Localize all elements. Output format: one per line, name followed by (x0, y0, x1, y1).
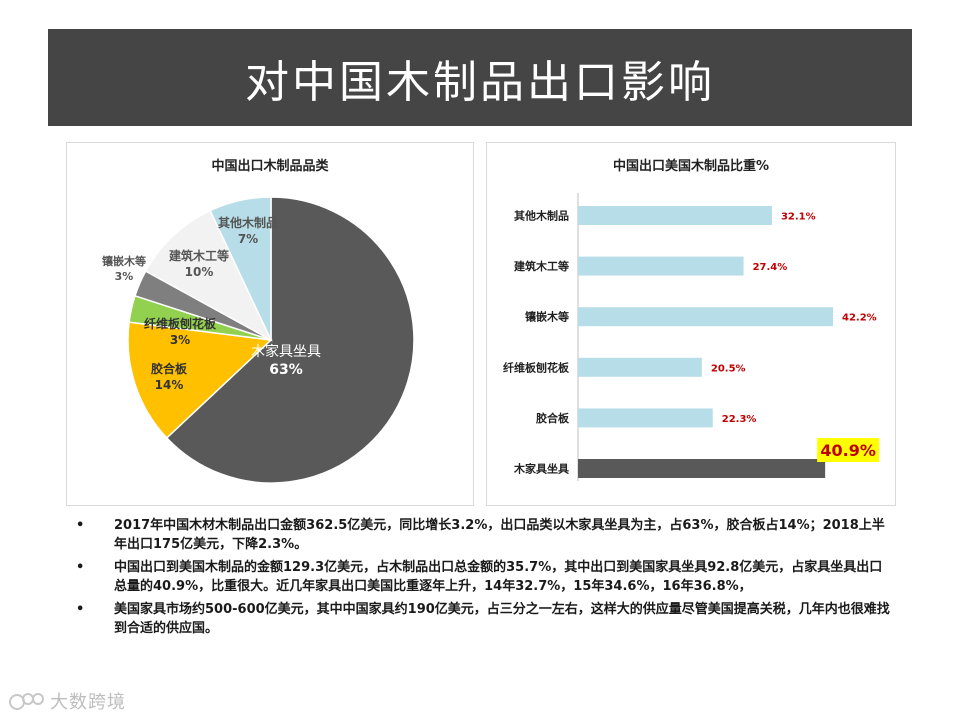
pie-category-label: 纤维板刨花板 (144, 316, 217, 331)
page-title: 对中国木制品出口影响 (245, 56, 715, 108)
bar-value-label: 27.4% (753, 262, 788, 273)
bar-category-label: 其他木制品 (514, 209, 569, 223)
bar (578, 256, 744, 276)
pie-chart: 木家具坐具 63% 胶合板 14% 纤维板刨花板 3% 镶嵌木等 3% 建筑木工等 10% 其他木制… (102, 196, 415, 484)
bar (578, 408, 713, 428)
bar (578, 357, 702, 377)
bar-chart-title: 中国出口美国木制品比重% (612, 159, 770, 174)
pie-category-label: 镶嵌木等 (102, 254, 146, 268)
bar-category-label: 胶合板 (536, 411, 570, 425)
bar-chart-panel: 中国出口美国木制品比重% 其他木制品 32.1% 建筑木工等 27.4% 镶嵌木等 42.… (486, 142, 896, 506)
pie-value-label: 10% (185, 265, 214, 279)
pie-slice (209, 196, 272, 341)
watermark-logo-icon (8, 690, 46, 712)
bar-category-label: 镶嵌木等 (525, 310, 569, 324)
bar-value-label: 22.3% (722, 414, 757, 425)
pie-value-label: 3% (170, 333, 190, 347)
pie-value-label: 3% (115, 270, 134, 283)
pie-slice (127, 321, 273, 439)
bullet-text: 美国家具市场约500-600亿美元，其中中国家具约190亿美元，占三分之一左右，… (114, 602, 890, 636)
bullet-item: • 2017年中国木材木制品出口金额362.5亿美元，同比增长3.2%，出口品类… (72, 516, 892, 554)
pie-value-label: 63% (269, 362, 303, 378)
pie-value-label: 14% (155, 378, 184, 392)
bar-value-label: 20.5% (711, 363, 746, 374)
bar-value-label: 40.9% (820, 441, 876, 460)
pie-slice (144, 209, 273, 342)
bullet-text: 中国出口到美国木制品的金额129.3亿美元，占木制品出口总金额的35.7%，其中… (114, 560, 883, 594)
pie-category-label: 木家具坐具 (251, 343, 321, 360)
pie-category-label: 其他木制品 (218, 215, 278, 230)
bar-chart: 其他木制品 32.1% 建筑木工等 27.4% 镶嵌木等 42.2% 纤维板刨花板 20.5%… (503, 193, 880, 481)
title-bar: 对中国木制品出口影响 (48, 29, 912, 126)
bar-category-label: 建筑木工等 (514, 259, 569, 273)
pie-chart-title: 中国出口木制品品类 (211, 159, 329, 174)
bullet-marker: • (76, 602, 85, 617)
bar (578, 307, 833, 327)
pie-category-label: 建筑木工等 (168, 248, 229, 263)
bar-value-label: 42.2% (842, 313, 877, 324)
pie-category-label: 胶合板 (151, 361, 188, 376)
bullet-text: 2017年中国木材木制品出口金额362.5亿美元，同比增长3.2%，出口品类以木… (114, 518, 885, 552)
watermark-text: 大数跨境 (50, 692, 126, 713)
bullet-marker: • (76, 560, 85, 575)
bar (578, 206, 772, 225)
bullet-item: • 中国出口到美国木制品的金额129.3亿美元，占木制品出口总金额的35.7%，… (72, 558, 892, 596)
pie-value-label: 7% (238, 232, 258, 246)
bar (578, 459, 826, 478)
bullet-list: • 2017年中国木材木制品出口金额362.5亿美元，同比增长3.2%，出口品类… (72, 516, 892, 642)
bullet-item: • 美国家具市场约500-600亿美元，其中中国家具约190亿美元，占三分之一左… (72, 600, 892, 638)
bullet-marker: • (76, 518, 85, 533)
bar-category-label: 木家具坐具 (513, 462, 569, 476)
pie-chart-panel: 中国出口木制品品类 木家具坐具 63% 胶合板 14% 纤维板刨花板 3% 镶嵌木等 3% 建筑… (66, 142, 474, 506)
watermark: 大数跨境 (8, 688, 126, 714)
highlight-label-bg (817, 438, 880, 462)
pie-slice (165, 196, 415, 484)
bar-category-label: 纤维板刨花板 (503, 360, 570, 374)
bar-value-label: 32.1% (781, 212, 816, 223)
